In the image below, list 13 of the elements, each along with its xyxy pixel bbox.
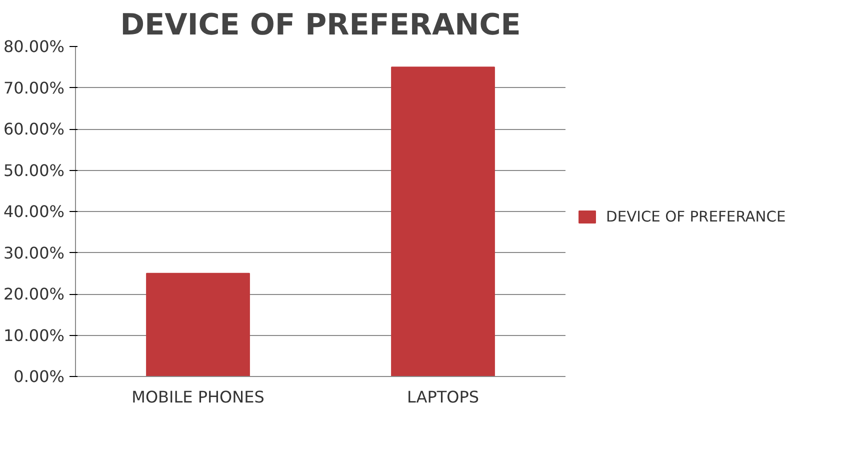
y-tick-label: 70.00% <box>3 78 65 98</box>
y-tick-label: 30.00% <box>3 243 65 262</box>
x-tick-label: MOBILE PHONES <box>132 388 264 406</box>
y-tick-label: 20.00% <box>3 284 65 304</box>
y-tick-label: 10.00% <box>3 326 65 345</box>
x-tick-label: LAPTOPS <box>406 388 480 406</box>
y-tick-label: 50.00% <box>3 160 65 180</box>
y-tick-label: 40.00% <box>3 202 65 221</box>
y-tick-label: 0.00% <box>14 367 64 386</box>
legend-label: DEVICE OF PREFERANCE <box>606 208 786 226</box>
y-tick-label: 60.00% <box>3 120 65 138</box>
y-tick-label: 80.00% <box>3 37 65 56</box>
chart-title: DEVICE OF PREFERANCE <box>120 8 521 42</box>
